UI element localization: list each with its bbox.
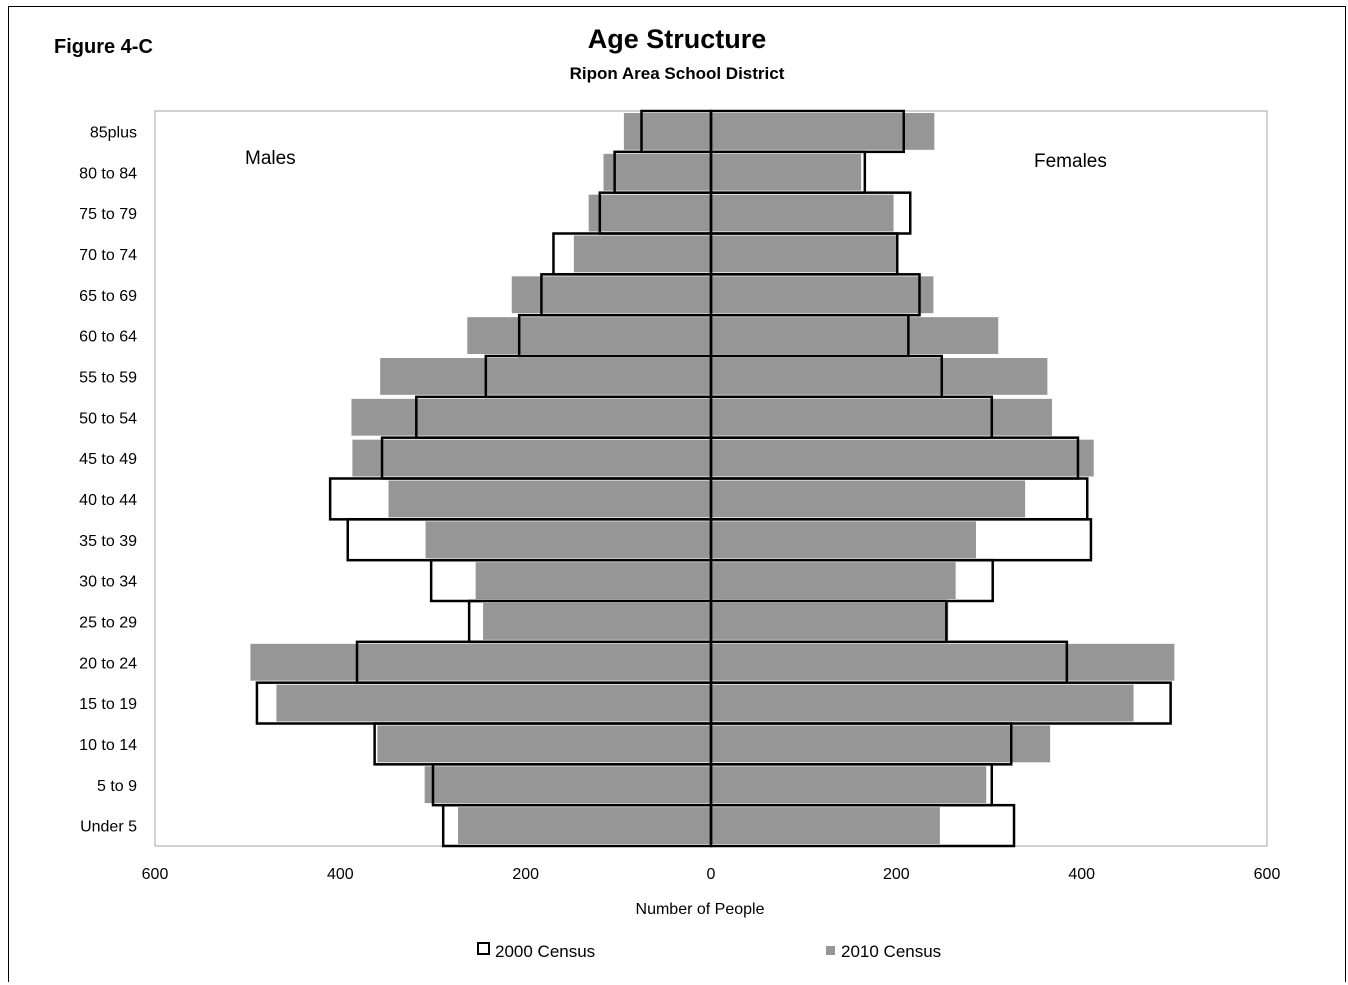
- legend-label-2000: 2000 Census: [495, 942, 595, 961]
- bar-2010-female-7: [711, 521, 977, 559]
- category-labels: Under 5 5 to 9 10 to 14 15 to 19 20 to 24 25 …: [79, 124, 137, 835]
- females-label: Females: [1034, 151, 1107, 172]
- x-tick-label-5: 400: [1068, 866, 1095, 883]
- bar-2010-male-10: [351, 398, 711, 436]
- category-label-10: 50 to 54: [79, 410, 137, 427]
- figure-label: Figure 4-C: [54, 36, 153, 58]
- bar-2010-female-4: [711, 643, 1175, 681]
- bar-2010-female-17: [711, 113, 935, 150]
- bar-2010-male-9: [352, 439, 711, 477]
- bar-2010-male-0: [458, 807, 711, 844]
- x-tick-label-3: 0: [707, 866, 716, 883]
- chart-frame: [8, 6, 1346, 982]
- legend: 2000 Census 2010 Census: [477, 942, 941, 961]
- bar-2010-male-5: [483, 603, 711, 640]
- bar-2010-male-1: [424, 766, 711, 804]
- category-label-1: 5 to 9: [97, 778, 137, 795]
- legend-label-2010: 2010 Census: [841, 942, 941, 961]
- bar-2010-male-16: [603, 153, 711, 191]
- series-2010-census: [250, 113, 1175, 844]
- x-tick-label-4: 200: [883, 866, 910, 883]
- bar-2010-female-1: [711, 766, 987, 804]
- category-label-12: 60 to 64: [79, 329, 137, 346]
- legend-swatch-2010: [826, 946, 835, 955]
- bar-2010-male-3: [276, 684, 711, 722]
- x-tick-label-0: 600: [142, 866, 169, 883]
- category-label-8: 40 to 44: [79, 492, 137, 509]
- x-tick-labels: 600 400 200 0 200 400 600: [142, 866, 1281, 883]
- bar-2010-male-11: [380, 358, 711, 395]
- bar-2010-female-16: [711, 153, 862, 191]
- bar-2010-male-12: [467, 317, 711, 354]
- category-label-4: 20 to 24: [79, 655, 137, 672]
- category-label-13: 65 to 69: [79, 288, 137, 305]
- bar-2010-male-4: [250, 643, 712, 681]
- category-label-14: 70 to 74: [79, 247, 137, 264]
- category-label-2: 10 to 14: [79, 737, 137, 754]
- bar-2010-male-8: [388, 480, 711, 518]
- bar-2010-female-5: [711, 603, 949, 640]
- x-tick-label-6: 600: [1254, 866, 1281, 883]
- category-label-15: 75 to 79: [79, 206, 137, 223]
- bar-2010-female-10: [711, 398, 1053, 436]
- x-tick-label-1: 400: [327, 866, 354, 883]
- category-label-0: Under 5: [80, 819, 137, 836]
- category-label-5: 25 to 29: [79, 614, 137, 631]
- x-axis-title: Number of People: [636, 901, 765, 918]
- bar-2010-female-14: [711, 235, 897, 273]
- x-tick-label-2: 200: [512, 866, 539, 883]
- bar-2010-male-13: [511, 276, 711, 314]
- bar-2010-male-15: [588, 194, 711, 232]
- category-label-3: 15 to 19: [79, 696, 137, 713]
- bar-2010-female-2: [711, 725, 1051, 763]
- bar-2010-female-12: [711, 317, 999, 354]
- bar-2010-female-13: [711, 276, 934, 314]
- bar-2010-male-6: [475, 562, 711, 599]
- category-label-11: 55 to 59: [79, 369, 137, 386]
- category-label-16: 80 to 84: [79, 165, 137, 182]
- bar-2010-male-14: [573, 235, 711, 273]
- bar-2010-female-15: [711, 194, 894, 232]
- category-label-7: 35 to 39: [79, 533, 137, 550]
- bar-2010-female-11: [711, 358, 1048, 395]
- bar-2010-male-17: [623, 113, 711, 150]
- bar-2010-female-3: [711, 684, 1134, 722]
- category-label-9: 45 to 49: [79, 451, 137, 468]
- bar-2010-female-0: [711, 807, 940, 844]
- chart-subtitle: Ripon Area School District: [569, 64, 785, 83]
- bar-2010-male-7: [425, 521, 711, 559]
- chart-title: Age Structure: [587, 24, 767, 54]
- males-label: Males: [245, 148, 296, 169]
- bar-2010-male-2: [377, 725, 711, 763]
- bar-2010-female-9: [711, 439, 1094, 477]
- legend-swatch-2000: [477, 942, 490, 955]
- bar-2010-female-6: [711, 562, 956, 599]
- bar-2010-female-8: [711, 480, 1026, 518]
- category-label-17: 85plus: [90, 124, 137, 141]
- category-label-6: 30 to 34: [79, 574, 137, 591]
